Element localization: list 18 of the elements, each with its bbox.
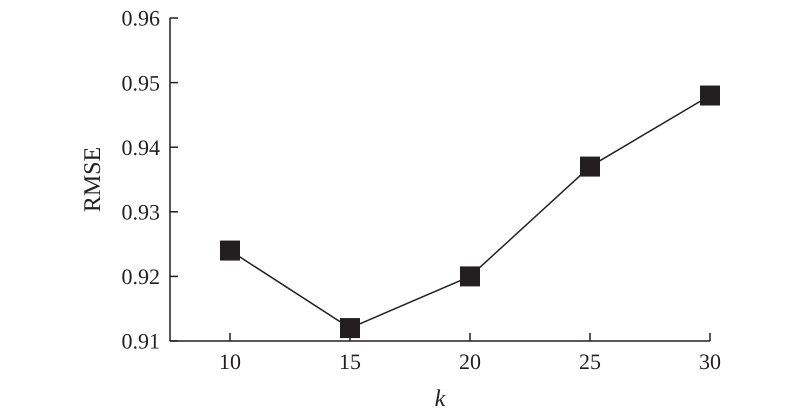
x-tick-label: 25 — [579, 349, 601, 374]
point — [340, 318, 360, 338]
y-tick-label: 0.92 — [122, 264, 160, 290]
y-tick-label: 0.93 — [122, 200, 160, 224]
point — [220, 240, 240, 261]
x-axis-title: k — [434, 386, 446, 412]
y-axis-title: RMSE — [80, 146, 106, 212]
y-tick-label: 0.96 — [122, 6, 160, 31]
point — [700, 86, 720, 106]
point — [580, 156, 600, 177]
y-tick-label: 0.91 — [122, 328, 160, 354]
x-tick-label: 10 — [219, 349, 241, 374]
x-tick-label: 20 — [459, 349, 481, 374]
y-tick-label: 0.95 — [122, 70, 160, 96]
x-tick-label: 15 — [339, 349, 361, 374]
x-tick-label: 30 — [699, 349, 721, 374]
point — [460, 266, 480, 286]
y-tick-label: 0.94 — [122, 134, 160, 160]
